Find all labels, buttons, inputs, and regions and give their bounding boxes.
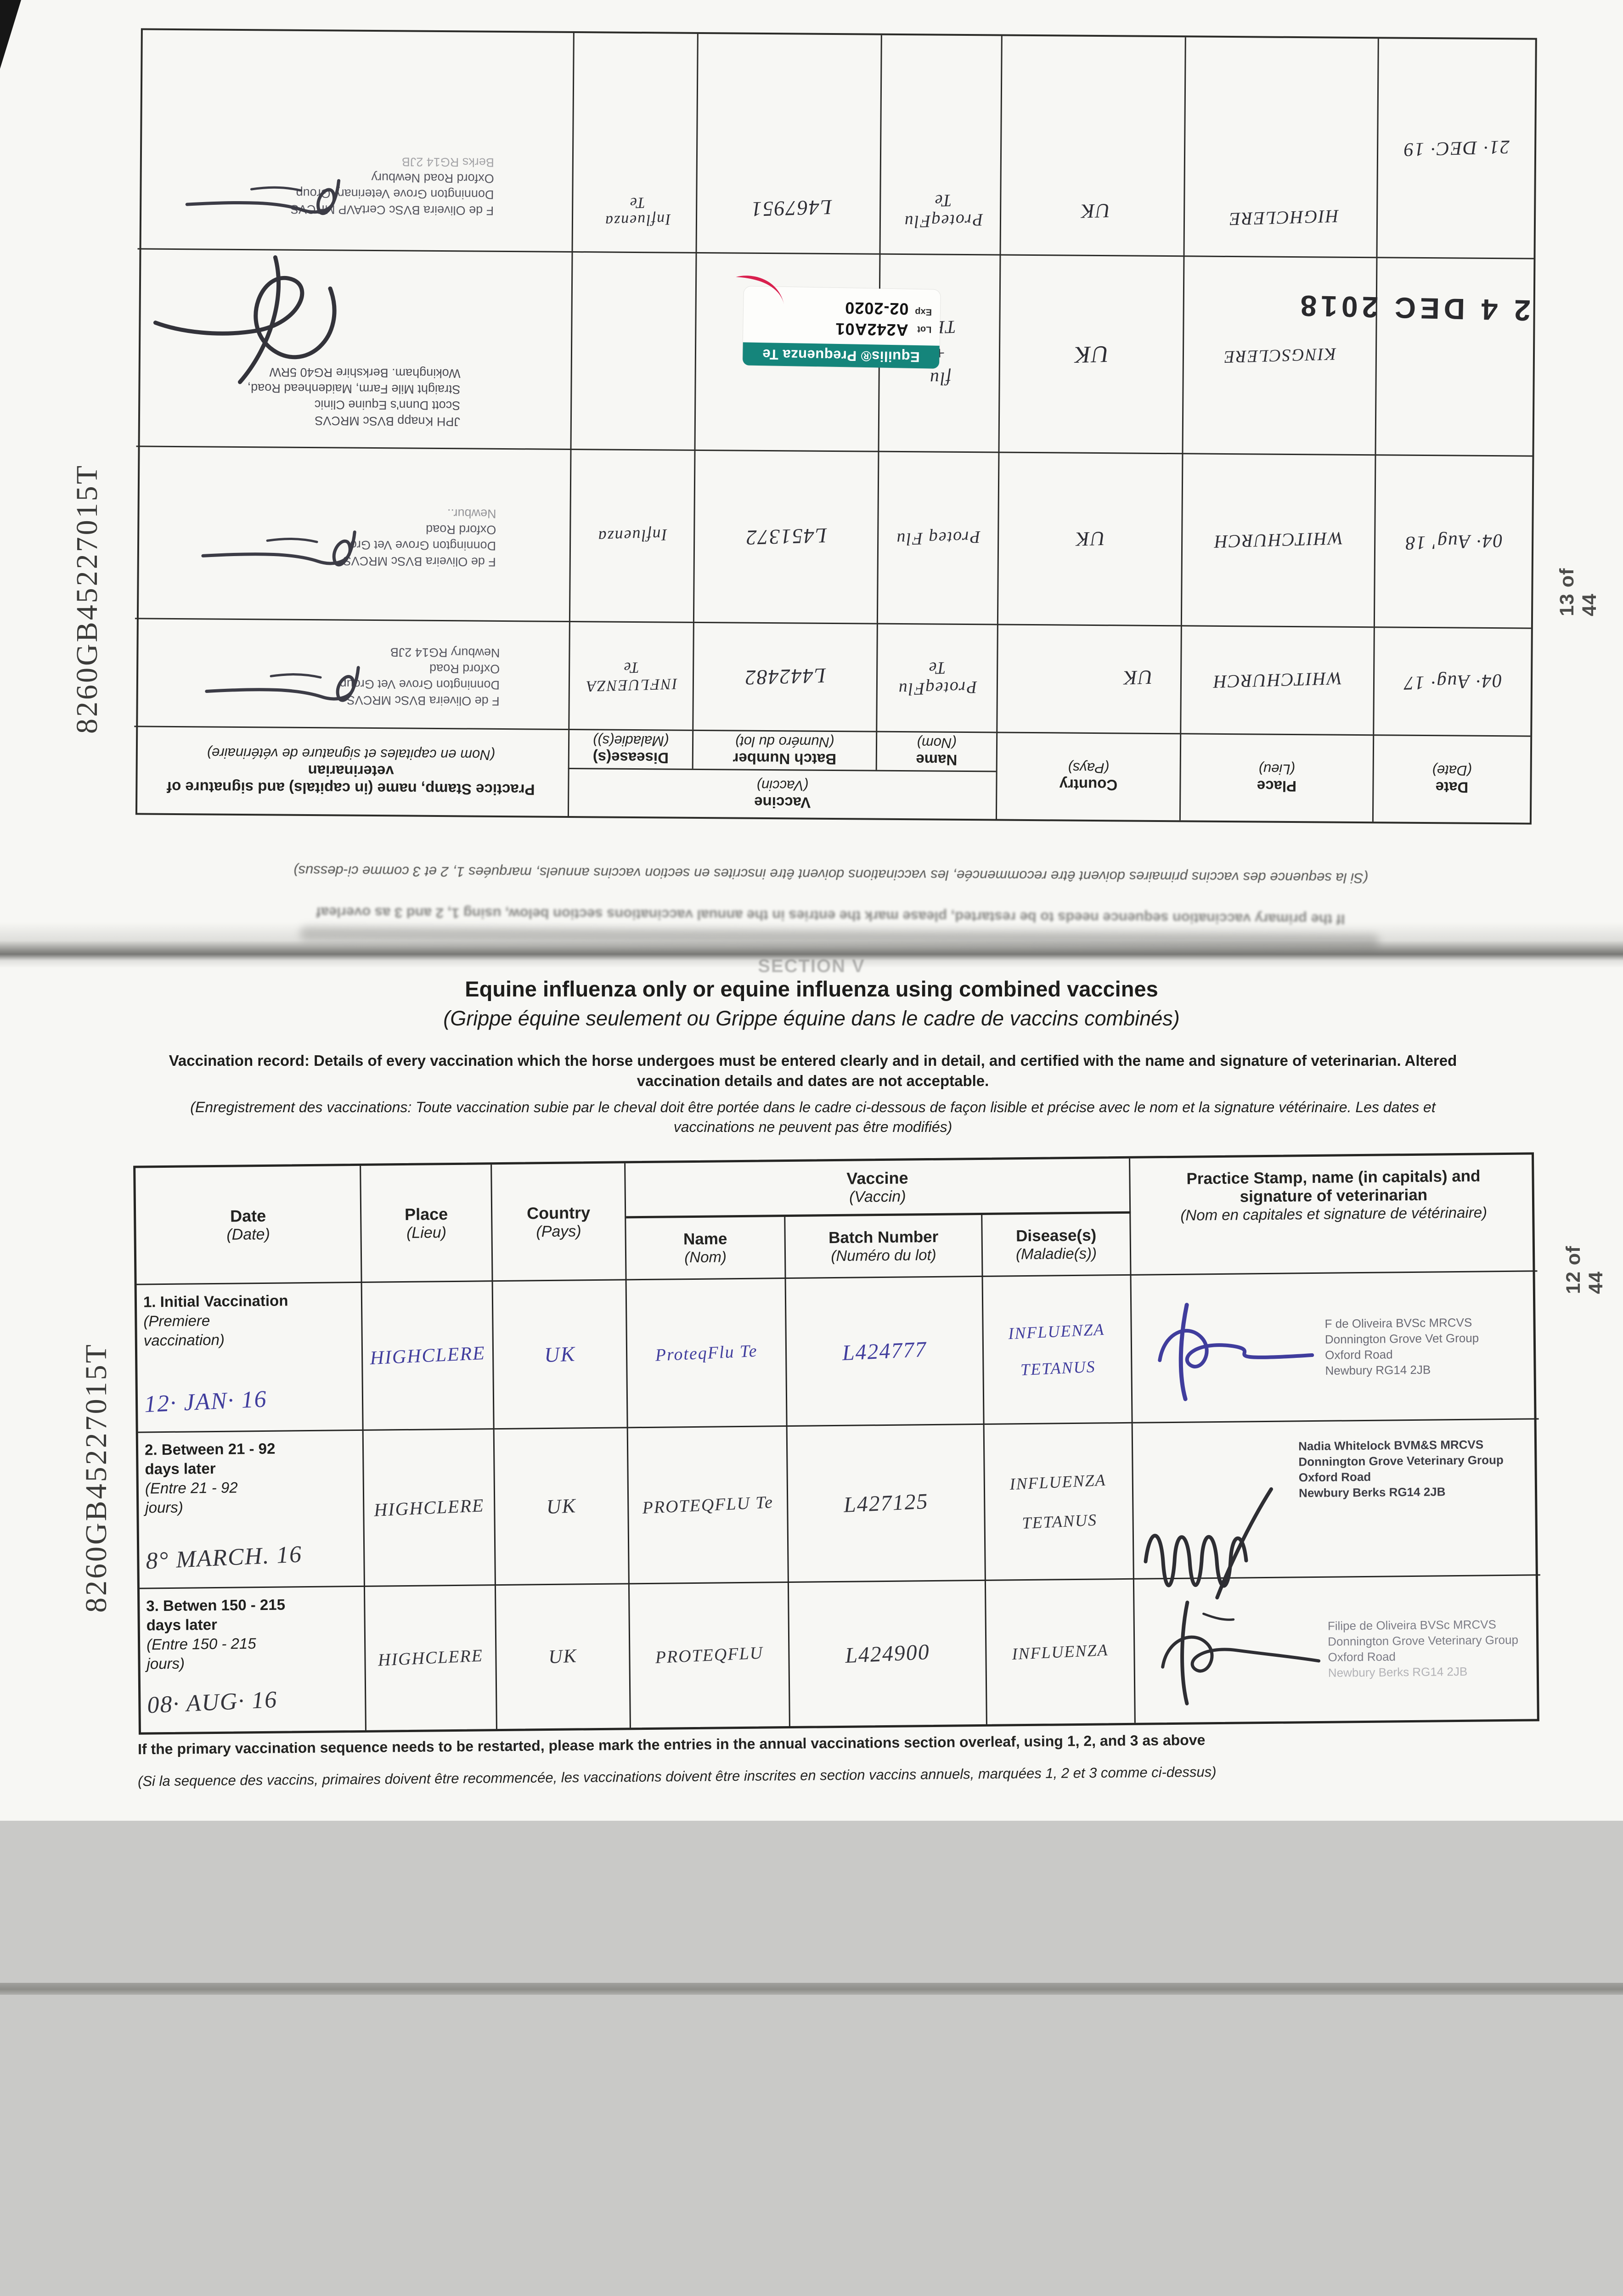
cell-place: HIGHCLERE <box>1183 37 1378 257</box>
cell-vaccine-name: PROTEQFLU Te <box>628 1427 789 1585</box>
page-title: Equine influenza only or equine influenz… <box>465 977 1158 1001</box>
cell-batch: L427125 <box>787 1424 986 1583</box>
cell-disease: Influenza Te <box>571 33 697 252</box>
col-header-vaccine-name: Name (Nom) <box>875 731 997 771</box>
col-header-vaccine: Vaccine (Vaccin) <box>567 767 996 819</box>
vaccination-table: Date (Date) Place (Lieu) Country (Pays) … <box>133 1152 1542 1735</box>
cell-vaccine-name: ProteqFlu Te <box>626 1279 788 1429</box>
cell-practice-stamp: Nadia Whitelock BVM&S MRCVS Donnington G… <box>1133 1419 1540 1600</box>
signature <box>185 179 341 215</box>
cell-country: UK <box>494 1428 630 1586</box>
cell-batch: L467951 <box>695 34 881 253</box>
restart-footer-fr: (Si la sequence des vaccins, primaires d… <box>137 1763 1217 1790</box>
col-header-disease: Disease(s) (Maladie(s)) <box>568 728 693 769</box>
cell-disease: INFLUENZA TETANUS <box>983 1275 1133 1425</box>
vaccination-record-note-en: Vaccination record: Details of every vac… <box>169 1052 1457 1089</box>
col-header-stamp: Practice Stamp, name (in capitals) and s… <box>1130 1154 1538 1276</box>
date-received-stamp: 2 4 DEC 2018 <box>1296 289 1531 327</box>
cell-batch: L442482 <box>692 621 877 731</box>
cell-country: UK <box>996 624 1181 733</box>
cell-disease <box>570 251 696 450</box>
col-header-date: Date (Date) <box>135 1165 362 1285</box>
col-header-stamp: Practice Stamp, name (in capitals) and s… <box>133 726 569 816</box>
scanner-background-edge <box>0 1983 1623 1995</box>
cell-practice-stamp: F de Oliveira BVSc CertAVP MRCVS Donning… <box>138 30 573 251</box>
signature <box>153 255 337 384</box>
restart-note-fr: (Si la sequence des vaccins primaires do… <box>293 862 1369 887</box>
cell-practice-stamp: F de Oliveira BVSc MRCVS Donnington Grov… <box>1131 1272 1539 1424</box>
cell-date: 3. Betwen 150 - 215 days later (Entre 15… <box>139 1587 366 1733</box>
cell-date: 04· Aug' 18 <box>1373 454 1533 628</box>
cell-practice-stamp: Filipe de Oliveira BVSc MRCVS Donnington… <box>1134 1576 1542 1722</box>
col-header-place: Place (Lieu) <box>361 1165 493 1283</box>
cell-country: UK <box>496 1584 631 1729</box>
cell-disease: INFLUENZA <box>986 1579 1136 1724</box>
cell-practice-stamp: F de Oliveira BVSc MRCVS Donnington Grov… <box>135 445 570 621</box>
sticker-lot-value: A242A01 <box>835 319 908 340</box>
cell-date <box>1375 257 1534 456</box>
signature <box>201 530 356 567</box>
col-header-batch: Batch Number (Numéro du lot) <box>785 1215 983 1279</box>
restart-footer-en: If the primary vaccination sequence need… <box>137 1731 1206 1758</box>
col-header-country: Country (Pays) <box>492 1163 627 1282</box>
col-header-batch: Batch Number (Numéro du lot) <box>692 729 876 770</box>
vaccination-table-continued: Date (Date) Place (Lieu) Country (Pays) … <box>133 28 1537 825</box>
cell-date: 1. Initial Vaccination (Premiere vaccina… <box>136 1283 364 1433</box>
vaccine-sticker: Equilis® Prequenza Te Lot Exp A242A01 02… <box>736 276 941 369</box>
col-header-date: Date (Date) <box>1372 734 1531 823</box>
vaccination-page-13-upside-down: If the primary vaccination sequence need… <box>121 13 1546 956</box>
section-heading: SECTION V <box>758 956 865 976</box>
vaccination-record-note-fr: (Enregistrement des vaccinations: Toute … <box>190 1099 1436 1135</box>
cell-practice-stamp: JPH Knapp BVSc MRCVS Scott Dunn's Equine… <box>136 248 572 449</box>
signature <box>1144 1487 1273 1600</box>
cell-disease: INFLUENZA Te <box>568 620 693 730</box>
cell-batch: L424900 <box>789 1581 987 1726</box>
cell-place: HIGHCLERE <box>365 1586 497 1730</box>
cell-date: 21· DEC· 19 <box>1376 39 1535 258</box>
sticker-exp-value: 02-2020 <box>844 298 909 319</box>
col-header-country: Country (Pays) <box>995 732 1180 821</box>
page-fold-shadow <box>0 922 1623 968</box>
cell-batch: L451372 <box>693 449 878 623</box>
cell-vaccine-name: ProteqFlu Te <box>879 35 1001 254</box>
cell-date: 04· Aug· 17 <box>1373 626 1531 736</box>
cell-place: HIGHCLERE <box>362 1282 495 1431</box>
page-number-bottom: 12 of 44 <box>1562 1245 1607 1294</box>
cell-country: UK <box>999 36 1185 256</box>
cell-disease: Influenza <box>569 448 694 622</box>
page-number-top: 13 of 44 <box>1556 568 1600 616</box>
sticker-brand-band: Equilis® Prequenza Te <box>742 342 940 369</box>
scanner-background <box>0 1821 1623 2296</box>
cell-place: KINGSCLERE <box>1182 255 1376 455</box>
cell-vaccine-name: ProteqFlu Te <box>876 623 997 732</box>
passport-number-top: 8260GB45227015T <box>70 464 104 734</box>
page-subtitle: (Grippe équine seulement ou Grippe équin… <box>443 1007 1180 1030</box>
cell-place: WHITCHURCH <box>1180 453 1375 627</box>
signature <box>1158 1302 1314 1401</box>
cell-practice-stamp: F de Oliveira BVSc MRCVS Donnington Grov… <box>134 618 569 729</box>
cell-vaccine-name: PROTEQFLU <box>629 1583 790 1728</box>
cell-disease: INFLUENZA TETANUS <box>984 1423 1134 1581</box>
sticker-swoosh-icon <box>736 276 784 304</box>
col-header-disease: Disease(s) (Maladie(s)) <box>982 1213 1132 1277</box>
col-header-vaccine: Vaccine (Vaccin) <box>626 1158 1131 1219</box>
col-header-vaccine-name: Name (Nom) <box>626 1217 786 1281</box>
sticker-exp-label: Exp <box>915 307 932 318</box>
signature <box>205 666 360 702</box>
cell-country: UK <box>997 451 1182 625</box>
cell-place: HIGHCLERE <box>363 1429 496 1587</box>
scan-corner-artifact <box>0 0 21 69</box>
sticker-lot-label: Lot <box>917 324 932 335</box>
col-header-place: Place (Lieu) <box>1179 733 1373 822</box>
cell-place: WHITCHURCH <box>1180 625 1374 735</box>
cell-vaccine-name: Proteq Flu <box>876 450 998 624</box>
signature <box>1161 1600 1321 1705</box>
cell-date: 2. Between 21 - 92 days later (Entre 21 … <box>138 1430 365 1589</box>
cell-batch: L424777 <box>786 1277 985 1427</box>
cell-country: UK <box>998 254 1183 453</box>
cell-country: UK <box>493 1280 628 1430</box>
passport-number-bottom: 8260GB45227015T <box>79 1343 113 1613</box>
